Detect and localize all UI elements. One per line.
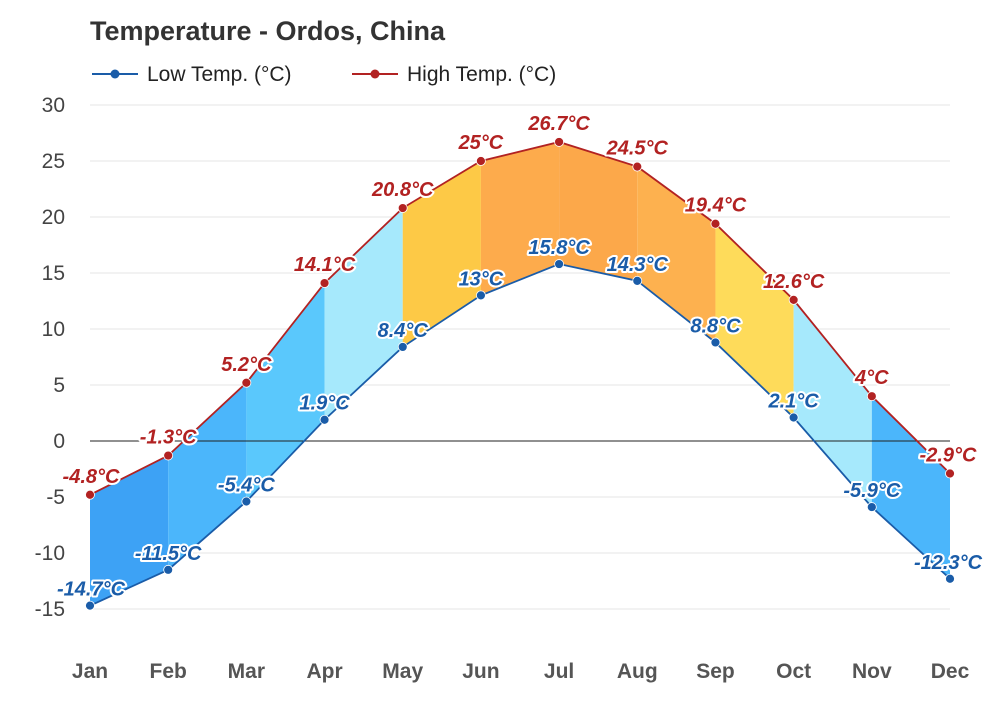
y-axis-ticks: 30 25 20 15 10 5 0 -5 -10 -15 xyxy=(35,94,65,621)
x-tick-label: Jun xyxy=(462,660,499,683)
data-markers xyxy=(85,137,955,611)
high-label-aug: 24.5°C xyxy=(606,138,669,160)
low-label-aug: 14.3°C xyxy=(607,254,669,276)
chart-title: Temperature - Ordos, China xyxy=(90,16,446,46)
high-point-dec[interactable] xyxy=(945,468,955,479)
band-segment-sep xyxy=(715,223,794,418)
series-lines xyxy=(89,141,951,607)
legend-item-high[interactable]: High Temp. (°C) xyxy=(352,63,556,86)
high-label-jun: 25°C xyxy=(458,132,504,154)
y-tick-label: 30 xyxy=(42,94,65,117)
low-label-oct: 2.1°C xyxy=(768,390,820,412)
high-point-mar[interactable] xyxy=(241,377,252,388)
low-point-apr[interactable] xyxy=(319,414,330,425)
low-temp-line xyxy=(89,263,951,607)
band-segment-mar xyxy=(246,283,325,502)
legend-low-label: Low Temp. (°C) xyxy=(147,63,292,86)
band-segment-aug xyxy=(637,166,716,343)
x-tick-label: Jul xyxy=(544,660,574,683)
high-label-mar: 5.2°C xyxy=(221,354,272,376)
low-point-dec[interactable] xyxy=(945,573,955,584)
high-label-apr: 14.1°C xyxy=(294,254,356,276)
band-segment-oct xyxy=(793,299,872,508)
low-point-sep[interactable] xyxy=(710,337,721,348)
legend-high-label: High Temp. (°C) xyxy=(407,63,556,86)
low-point-nov[interactable] xyxy=(866,502,877,512)
temperature-bands xyxy=(90,141,950,606)
x-tick-label: Apr xyxy=(306,660,342,683)
low-point-oct[interactable] xyxy=(788,412,799,423)
x-tick-label: May xyxy=(382,660,423,683)
x-tick-label: Jan xyxy=(72,660,108,683)
legend: Low Temp. (°C) High Temp. (°C) xyxy=(92,63,556,86)
y-tick-label: -10 xyxy=(35,542,65,565)
low-label-jul: 15.8°C xyxy=(528,237,590,259)
x-tick-label: Mar xyxy=(228,660,265,683)
high-point-feb[interactable] xyxy=(163,450,174,461)
low-label-nov: -5.9°C xyxy=(843,480,900,502)
high-label-dec: -2.9°C xyxy=(920,444,977,466)
x-tick-label: Nov xyxy=(852,660,892,683)
low-point-jun[interactable] xyxy=(476,290,486,301)
x-tick-label: Oct xyxy=(776,660,811,683)
y-tick-label: 5 xyxy=(53,374,65,397)
high-label-jul: 26.7°C xyxy=(527,113,590,135)
legend-high-marker xyxy=(370,69,380,79)
legend-item-low[interactable]: Low Temp. (°C) xyxy=(92,63,292,86)
x-tick-label: Dec xyxy=(931,660,970,683)
high-label-nov: 4°C xyxy=(854,367,889,389)
y-tick-label: 10 xyxy=(42,318,65,341)
band-segment-jan xyxy=(90,455,169,606)
band-segment-jul xyxy=(559,141,638,281)
band-segment-nov xyxy=(871,396,950,579)
band-segment-apr xyxy=(324,208,403,420)
y-tick-label: 15 xyxy=(42,262,65,285)
high-point-jul[interactable] xyxy=(554,137,564,147)
low-label-may: 8.4°C xyxy=(378,320,429,342)
y-tick-label: 0 xyxy=(53,430,65,453)
high-label-sep: 19.4°C xyxy=(685,195,747,217)
low-label-feb: -11.5°C xyxy=(135,543,202,565)
high-label-jan: -4.8°C xyxy=(63,466,120,488)
high-point-sep[interactable] xyxy=(710,218,721,229)
band-segment-jun xyxy=(480,141,560,296)
high-temp-line xyxy=(89,141,951,496)
high-point-aug[interactable] xyxy=(632,161,643,172)
high-label-feb: -1.3°C xyxy=(140,427,197,449)
y-tick-label: 25 xyxy=(42,150,65,173)
y-tick-label: -5 xyxy=(46,486,65,509)
low-label-jan: -14.7°C xyxy=(57,579,126,601)
x-tick-label: Sep xyxy=(696,660,735,683)
x-tick-label: Aug xyxy=(617,660,658,683)
high-label-may: 20.8°C xyxy=(371,179,434,201)
low-point-feb[interactable] xyxy=(163,564,174,575)
band-segment-feb xyxy=(168,382,247,570)
y-tick-label: 20 xyxy=(42,206,65,229)
high-point-jun[interactable] xyxy=(476,156,486,166)
band-segment-may xyxy=(402,161,481,347)
low-point-jan[interactable] xyxy=(85,600,95,611)
low-point-may[interactable] xyxy=(397,342,408,352)
high-label-oct: 12.6°C xyxy=(763,271,825,293)
low-point-aug[interactable] xyxy=(632,275,643,286)
high-point-nov[interactable] xyxy=(866,391,877,402)
high-point-oct[interactable] xyxy=(788,294,799,305)
y-tick-label: -15 xyxy=(35,598,65,621)
x-axis-ticks: Jan Feb Mar Apr May Jun Jul Aug Sep Oct Nov Dec xyxy=(72,660,970,683)
legend-low-marker xyxy=(110,69,120,79)
low-point-mar[interactable] xyxy=(241,496,252,507)
low-point-jul[interactable] xyxy=(554,259,564,269)
high-point-may[interactable] xyxy=(397,203,408,213)
low-label-jun: 13°C xyxy=(459,268,504,290)
high-point-apr[interactable] xyxy=(319,278,330,288)
low-label-mar: -5.4°C xyxy=(218,474,275,496)
low-label-sep: 8.8°C xyxy=(690,315,741,337)
low-label-dec: -12.3°C xyxy=(914,552,983,574)
data-labels: -4.8°C -1.3°C 5.2°C 14.1°C 20.8°C 25°C 26.7°C 2… xyxy=(55,111,985,603)
low-label-apr: 1.9°C xyxy=(299,393,350,415)
x-tick-label: Feb xyxy=(150,660,187,683)
high-point-jan[interactable] xyxy=(85,489,95,500)
